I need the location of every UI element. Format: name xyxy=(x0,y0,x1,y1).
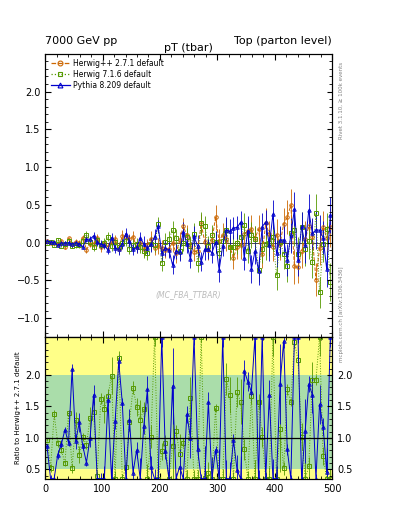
Bar xyxy=(45,470,332,479)
Bar xyxy=(45,337,332,375)
Text: Rivet 3.1.10, ≥ 100k events: Rivet 3.1.10, ≥ 100k events xyxy=(339,61,344,139)
Text: 7000 GeV pp: 7000 GeV pp xyxy=(45,36,118,46)
Text: mcplots.cern.ch [arXiv:1306.3436]: mcplots.cern.ch [arXiv:1306.3436] xyxy=(339,266,344,362)
Title: pT (tbar): pT (tbar) xyxy=(164,43,213,53)
Legend: Herwig++ 2.7.1 default, Herwig 7.1.6 default, Pythia 8.209 default: Herwig++ 2.7.1 default, Herwig 7.1.6 def… xyxy=(49,57,165,92)
Text: Top (parton level): Top (parton level) xyxy=(234,36,332,46)
Y-axis label: Ratio to Herwig++ 2.7.1 default: Ratio to Herwig++ 2.7.1 default xyxy=(15,352,21,464)
Text: (MC_FBA_TTBAR): (MC_FBA_TTBAR) xyxy=(156,290,221,299)
